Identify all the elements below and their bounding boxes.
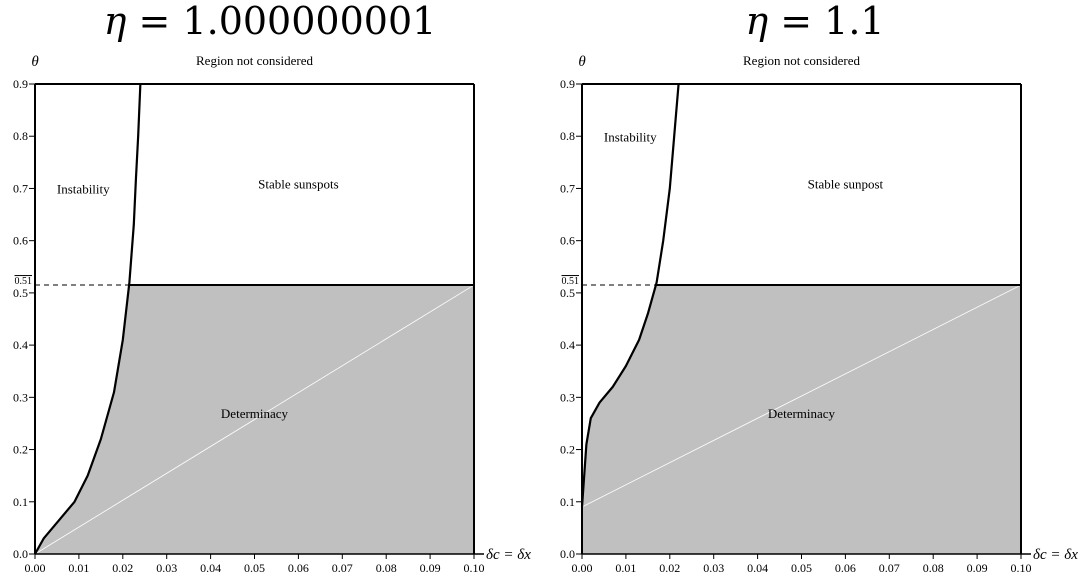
x-tick-label: 0.08 bbox=[923, 561, 944, 575]
annotation-instability: Instability bbox=[604, 129, 657, 144]
x-tick-label: 0.03 bbox=[156, 561, 177, 575]
y-tick-label: 0.7 bbox=[13, 181, 28, 195]
title-value: = 1.000000001 bbox=[126, 0, 436, 43]
annotation-stable-sunspots: Stable sunpost bbox=[808, 176, 884, 191]
annotation-determinacy: Determinacy bbox=[768, 406, 836, 421]
diagonal-line bbox=[34, 284, 475, 555]
annotation-stable-sunspots: Stable sunspots bbox=[258, 176, 339, 191]
annotation-instability: Instability bbox=[57, 182, 110, 197]
chart-panel-1: η = 1.000000001 0.51 0.0 0.1 0.2 0.3 0.4 0.5 0.6… bbox=[13, 0, 531, 575]
x-tick-label: 0.09 bbox=[420, 561, 441, 575]
determinacy-region bbox=[582, 285, 1021, 554]
y-tick-label: 0.6 bbox=[560, 234, 575, 248]
y-tick-label: 0.3 bbox=[560, 390, 575, 404]
title-value: = 1.1 bbox=[768, 0, 884, 43]
x-tick-label: 0.10 bbox=[464, 561, 485, 575]
x-tick-label: 0.10 bbox=[1011, 561, 1032, 575]
x-axis-label: δc = δx bbox=[1033, 547, 1078, 563]
y-axis-label: θ bbox=[578, 54, 586, 70]
y-tick-label: 0.0 bbox=[560, 547, 575, 561]
boundary-curve bbox=[34, 83, 142, 555]
annotation-region-not-considered: Region not considered bbox=[743, 53, 860, 68]
chart-title: η = 1.000000001 bbox=[104, 0, 437, 43]
x-tick-label: 0.02 bbox=[112, 561, 133, 575]
diagonal-line bbox=[581, 284, 1022, 508]
y-tick-label: 0.9 bbox=[560, 77, 575, 91]
chart-title: η = 1.1 bbox=[745, 0, 884, 43]
x-tick-label: 0.06 bbox=[835, 561, 856, 575]
y-tick-label: 0.4 bbox=[13, 338, 28, 352]
y-tick-label: 0.2 bbox=[13, 443, 28, 457]
threshold-label: 0.51 bbox=[15, 276, 33, 287]
y-axis-label: θ bbox=[31, 54, 39, 70]
boundary-curve bbox=[580, 83, 680, 508]
x-tick-label: 0.00 bbox=[572, 561, 593, 575]
x-tick-label: 0.07 bbox=[879, 561, 900, 575]
y-tick-label: 0.4 bbox=[560, 338, 575, 352]
title-symbol: η bbox=[745, 0, 768, 43]
y-tick-label: 0.1 bbox=[560, 495, 575, 509]
chart-panel-2: η = 1.1 0.51 0.0 0.1 0.2 0.3 0.4 0.5 0.6 0.7 0.8 0.… bbox=[560, 0, 1078, 575]
y-tick-label: 0.3 bbox=[13, 390, 28, 404]
x-axis-label: δc = δx bbox=[486, 547, 531, 563]
x-tick-label: 0.09 bbox=[967, 561, 988, 575]
y-tick-label: 0.5 bbox=[13, 286, 28, 300]
annotation-determinacy: Determinacy bbox=[221, 406, 289, 421]
x-tick-label: 0.01 bbox=[68, 561, 89, 575]
x-tick-label: 0.05 bbox=[244, 561, 265, 575]
y-tick-label: 0.1 bbox=[13, 495, 28, 509]
x-tick-label: 0.04 bbox=[200, 561, 221, 575]
y-tick-label: 0.7 bbox=[560, 181, 575, 195]
y-tick-label: 0.5 bbox=[560, 286, 575, 300]
title-symbol: η bbox=[104, 0, 127, 43]
x-tick-label: 0.05 bbox=[791, 561, 812, 575]
y-tick-label: 0.6 bbox=[13, 234, 28, 248]
threshold-label: 0.51 bbox=[562, 276, 580, 287]
x-tick-label: 0.03 bbox=[703, 561, 724, 575]
y-tick-label: 0.8 bbox=[560, 129, 575, 143]
x-tick-label: 0.07 bbox=[332, 561, 353, 575]
x-tick-label: 0.00 bbox=[25, 561, 46, 575]
x-tick-label: 0.02 bbox=[659, 561, 680, 575]
annotation-region-not-considered: Region not considered bbox=[196, 53, 313, 68]
y-tick-label: 0.0 bbox=[13, 547, 28, 561]
y-tick-label: 0.2 bbox=[560, 443, 575, 457]
x-tick-label: 0.01 bbox=[615, 561, 636, 575]
y-tick-label: 0.9 bbox=[13, 77, 28, 91]
x-tick-label: 0.06 bbox=[288, 561, 309, 575]
y-tick-label: 0.8 bbox=[13, 129, 28, 143]
x-tick-label: 0.08 bbox=[376, 561, 397, 575]
x-tick-label: 0.04 bbox=[747, 561, 768, 575]
